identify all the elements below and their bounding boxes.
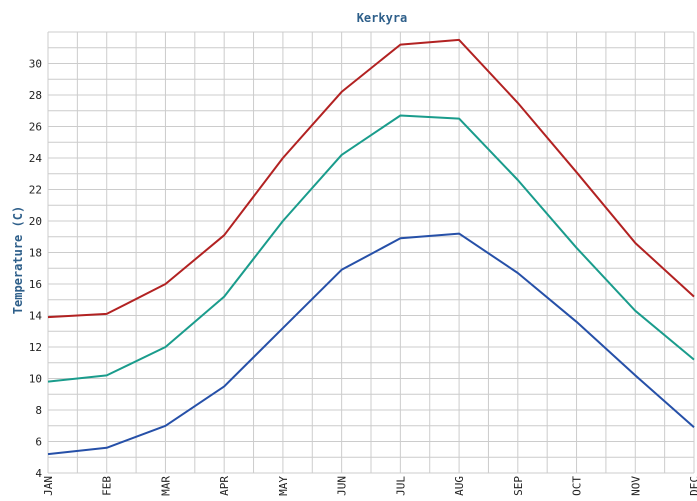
y-tick-label: 20	[29, 215, 42, 228]
x-tick-label: OCT	[571, 476, 584, 496]
x-tick-label: MAY	[277, 476, 290, 496]
y-tick-label: 12	[29, 341, 42, 354]
x-tick-label: JAN	[42, 476, 55, 496]
x-axis-ticks: JAN FEB MAR APR MAY JUN JUL AUG SEP OCT NOV DEC	[42, 476, 697, 496]
y-tick-label: 24	[29, 152, 43, 165]
x-tick-label: FEB	[101, 476, 114, 496]
y-tick-label: 28	[29, 89, 42, 102]
y-tick-label: 4	[35, 467, 42, 480]
y-tick-label: 8	[35, 404, 42, 417]
y-tick-label: 18	[29, 247, 42, 260]
x-tick-label: JUL	[394, 476, 407, 496]
y-tick-label: 10	[29, 373, 42, 386]
y-tick-label: 16	[29, 278, 42, 291]
y-tick-label: 14	[29, 310, 43, 323]
series-line-2	[47, 114, 695, 383]
y-axis-ticks: 4 6 8 10 12 14 16 18 20 22 24 26 28 30	[29, 58, 43, 481]
y-tick-label: 6	[35, 436, 42, 449]
y-axis-label: Temperature (C)	[11, 206, 25, 314]
x-tick-label: AUG	[453, 476, 466, 496]
y-tick-label: 26	[29, 121, 42, 134]
series-lines	[47, 38, 695, 456]
x-tick-label: NOV	[629, 476, 642, 496]
y-tick-label: 30	[29, 58, 42, 71]
x-tick-label: DEC	[688, 476, 697, 496]
series-line-3	[47, 232, 695, 456]
chart-title: Kerkyra	[357, 11, 408, 25]
x-tick-label: APR	[218, 476, 231, 496]
y-tick-label: 22	[29, 184, 42, 197]
x-tick-label: MAR	[159, 476, 172, 496]
grid	[47, 31, 695, 474]
x-tick-label: JUN	[336, 476, 349, 496]
series-line-1	[47, 38, 695, 319]
x-tick-label: SEP	[512, 476, 525, 496]
